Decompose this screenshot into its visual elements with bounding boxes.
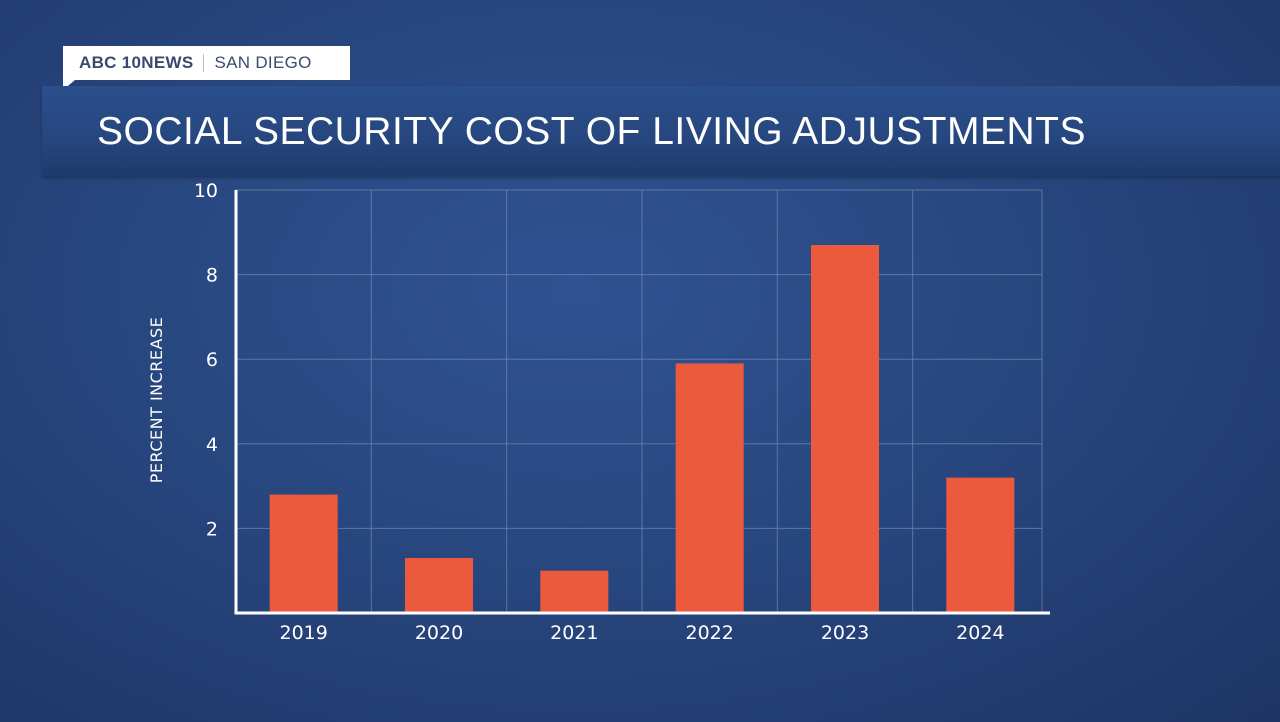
bars bbox=[269, 244, 1015, 614]
x-tick-label: 2022 bbox=[685, 622, 733, 644]
y-tick-labels: 2 4 6 8 10 bbox=[194, 180, 218, 540]
chart-title: SOCIAL SECURITY COST OF LIVING ADJUSTMEN… bbox=[97, 110, 1086, 153]
x-tick-labels: 2019 2020 2021 2022 2023 2024 bbox=[279, 622, 1004, 644]
gridlines bbox=[236, 189, 1043, 613]
x-tick-label: 2019 bbox=[279, 622, 327, 644]
y-tick-label: 8 bbox=[206, 265, 218, 287]
station-city: SAN DIEGO bbox=[214, 53, 312, 72]
bar-2021 bbox=[540, 570, 609, 613]
bar-2022 bbox=[675, 363, 744, 613]
y-axis-label: PERCENT INCREASE bbox=[147, 317, 166, 483]
axes bbox=[234, 190, 1050, 615]
x-tick-label: 2020 bbox=[415, 622, 463, 644]
x-tick-label: 2021 bbox=[550, 622, 598, 644]
y-tick-label: 6 bbox=[206, 349, 218, 371]
bar-2024 bbox=[946, 477, 1015, 613]
station-branding: ABC 10NEWS SAN DIEGO bbox=[63, 46, 350, 90]
title-banner: SOCIAL SECURITY COST OF LIVING ADJUSTMEN… bbox=[42, 86, 1280, 176]
bar-2023 bbox=[811, 244, 879, 614]
bar-2019 bbox=[269, 494, 338, 613]
y-tick-label: 2 bbox=[206, 518, 218, 540]
x-tick-label: 2023 bbox=[821, 622, 869, 644]
branding-divider bbox=[203, 54, 205, 72]
y-tick-label: 4 bbox=[206, 434, 218, 456]
x-tick-label: 2024 bbox=[956, 622, 1004, 644]
bar-2020 bbox=[405, 558, 473, 613]
y-tick-label: 10 bbox=[194, 180, 218, 202]
station-name: ABC 10NEWS bbox=[79, 53, 194, 72]
